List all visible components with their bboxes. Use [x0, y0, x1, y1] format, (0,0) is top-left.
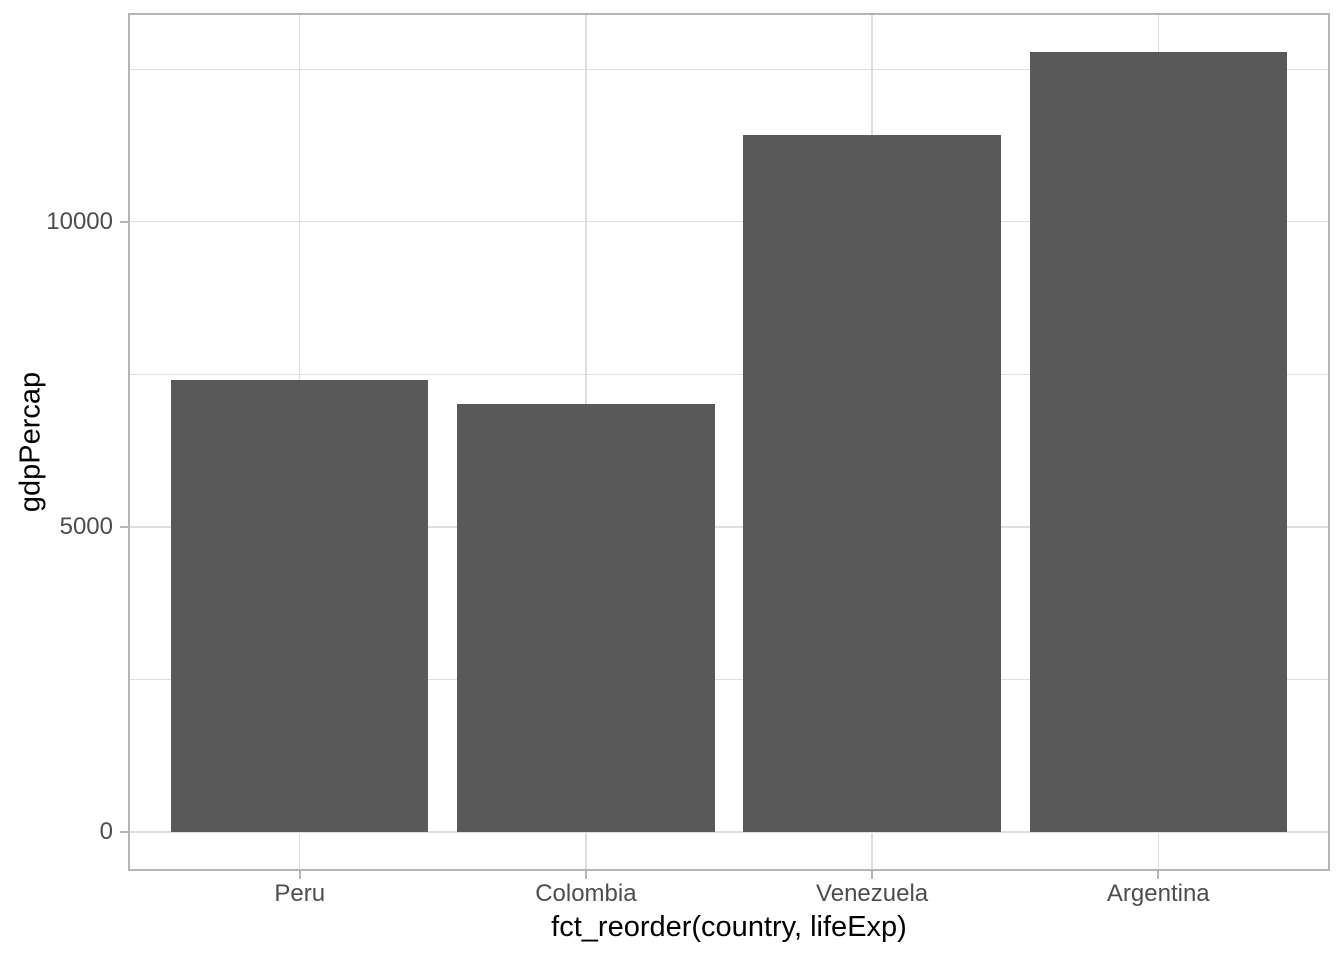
y-tick-label: 10000 — [46, 207, 113, 235]
x-axis-tick — [298, 871, 301, 879]
y-tick-label: 5000 — [59, 512, 113, 540]
x-tick-label-peru: Peru — [274, 880, 326, 907]
bar-argentina — [1029, 51, 1288, 832]
y-major-gridline — [128, 831, 1330, 833]
x-axis-tick — [871, 871, 874, 879]
x-axis-tick — [584, 871, 587, 879]
plot-panel — [128, 13, 1330, 871]
bar-colombia — [457, 404, 715, 832]
y-minor-gridline — [128, 373, 1330, 375]
y-tick-label: 0 — [99, 817, 113, 845]
y-major-gridline — [128, 220, 1330, 223]
x-tick-label-venezuela: Venezuela — [816, 880, 929, 907]
x-axis-title: fct_reorder(country, lifeExp) — [551, 911, 907, 943]
y-minor-gridline — [128, 68, 1330, 70]
x-tick-label-argentina: Argentina — [1106, 880, 1210, 907]
bar-venezuela — [743, 135, 1001, 832]
y-minor-gridline — [128, 678, 1330, 680]
y-axis-tick — [120, 525, 128, 528]
y-major-gridline — [128, 526, 1330, 528]
x-tick-label-colombia: Colombia — [535, 880, 637, 907]
y-axis-tick — [120, 830, 128, 833]
y-axis-title: gdpPercap — [14, 371, 47, 513]
x-axis-tick — [1157, 871, 1160, 879]
y-axis-tick — [120, 220, 128, 223]
bar-peru — [170, 379, 429, 832]
